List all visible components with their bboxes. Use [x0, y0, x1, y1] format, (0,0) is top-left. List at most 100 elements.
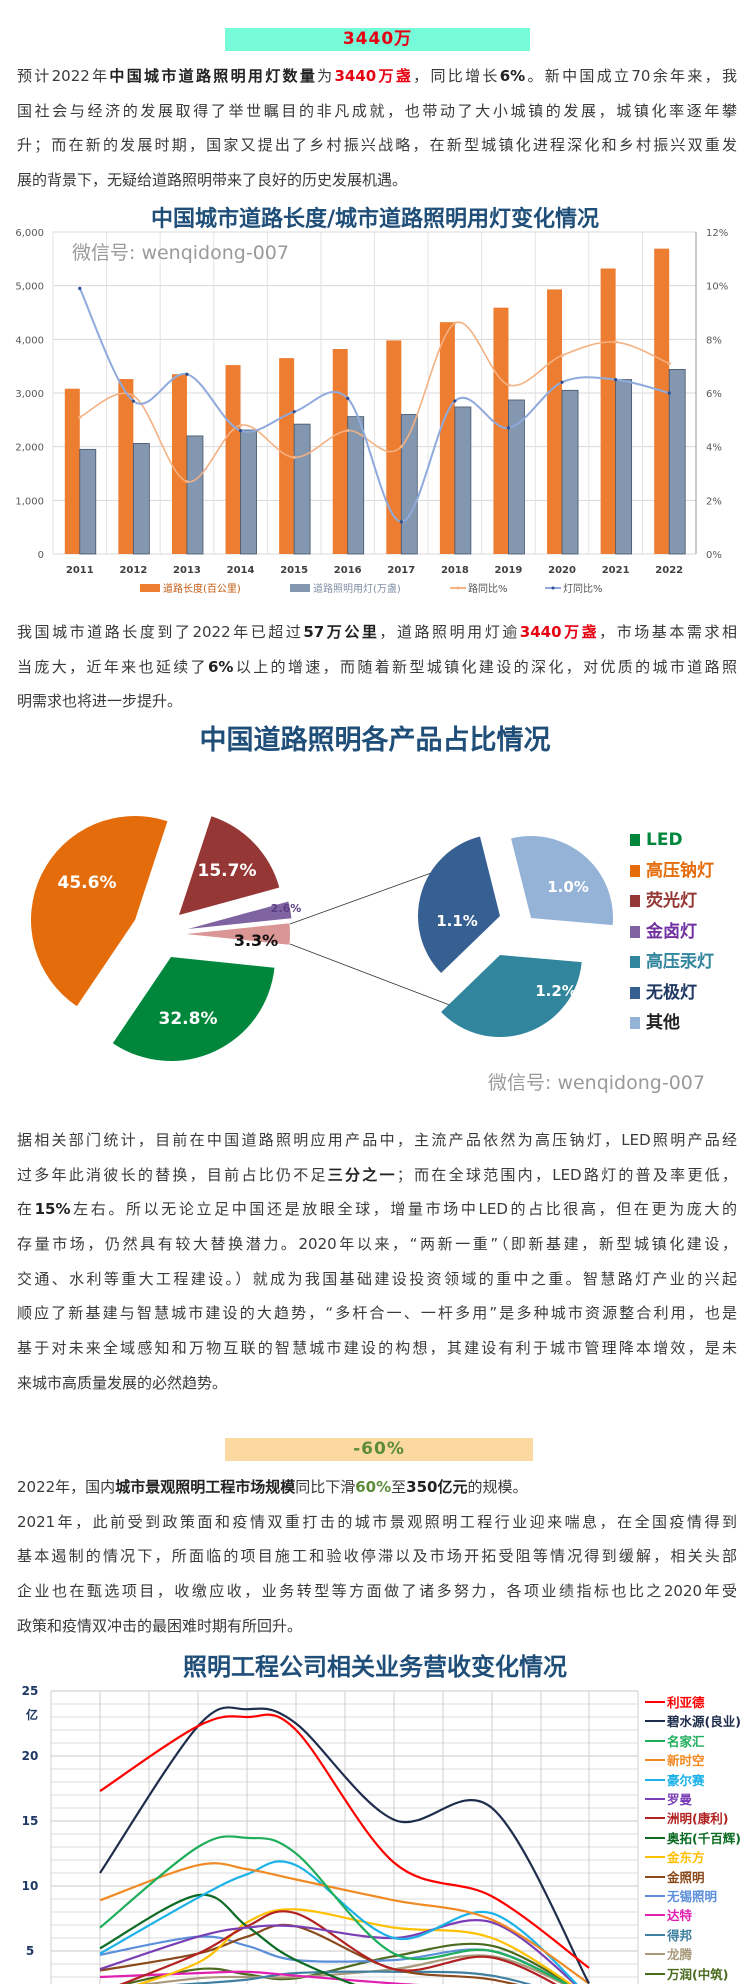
data-point: [453, 399, 457, 403]
data-point: [399, 520, 403, 524]
bar-lamp-count: [240, 429, 257, 555]
bar-lamp-count: [79, 448, 97, 555]
legend-label: 金卤灯: [646, 921, 697, 942]
body-text: 的规模。: [467, 1478, 528, 1496]
data-point: [292, 410, 296, 414]
body-text: 至: [391, 1478, 407, 1496]
body-text: 过多年此消彼长的替换，目前占比仍不足: [17, 1165, 328, 1184]
body-text: 为: [317, 67, 335, 85]
bar-road-length: [493, 307, 509, 554]
text-line: 我国城市道路长度到了2022年已超过57万公里，道路照明用灯逾3440万盏，市场…: [17, 615, 737, 650]
watermark: 微信号: wenqidong-007: [72, 242, 289, 264]
text-line: 明需求也将进一步提升。: [17, 684, 737, 719]
series-line: [99, 1835, 569, 1984]
legend-label: 得邦: [667, 1927, 693, 1943]
chart1-title: 中国城市道路长度/城市道路照明用灯变化情况: [150, 207, 600, 232]
legend-item: 龙腾: [645, 1945, 692, 1964]
data-point: [453, 321, 457, 325]
text-line: 过多年此消彼长的替换，目前占比仍不足三分之一；而在全球范围内，LED路灯的普及率…: [17, 1158, 737, 1193]
product-share-pie-chart: 32.8% 45.6% 15.7% 2.6% 3.3% 1.2% 1.1% 1.0%: [31, 816, 613, 1061]
legend-line: [645, 1972, 665, 1975]
series-line: [99, 1893, 356, 1984]
x-tick-label: 2014: [227, 565, 255, 576]
legend-label: 新时空: [667, 1753, 705, 1769]
legend-item: 得邦: [645, 1926, 692, 1945]
x-tick-label: 2013: [173, 565, 201, 576]
bar-lamp-count: [508, 399, 525, 555]
legend-label: 万润(中筑): [667, 1966, 729, 1982]
body-text: 展的背景下，无疑给道路照明带来了良好的历史发展机遇。: [17, 171, 408, 190]
body-text: 同比下滑: [295, 1478, 356, 1496]
slice-label: 45.6%: [58, 873, 117, 893]
sub-pie-slice: [511, 836, 613, 926]
legend-label: 道路照明用灯(万盏): [313, 582, 401, 595]
legend-item: 金卤灯: [630, 920, 697, 944]
legend-line: [645, 1720, 665, 1723]
series-line: [99, 1970, 420, 1984]
bar-lamp-count: [615, 379, 633, 555]
y-right-tick-label: 6%: [706, 389, 722, 400]
road-yoy-line: [79, 321, 670, 483]
series-line: [119, 1910, 558, 1984]
legend-swatch: [630, 986, 640, 999]
legend-swatch: [630, 895, 640, 907]
slice-label: 32.8%: [159, 1009, 218, 1029]
legend-label: 荧光灯: [646, 891, 697, 911]
legend-line: [645, 1895, 665, 1897]
legend-line: [645, 1933, 665, 1936]
sub-pie-slice: [441, 955, 582, 1037]
legend-item: 高压汞灯: [630, 950, 714, 974]
legend-label: LED: [646, 830, 683, 850]
text-line: 存量市场，仍然具有较大替换潜力。2020年以来，“两新一重”（即新基建，新型城镇…: [17, 1227, 737, 1262]
bar-lamp-count: [668, 368, 686, 555]
series-line: [99, 1862, 590, 1984]
text-line: 企业也在甄选项目，收缴应收，业务转型等方面做了诸多努力，各项业绩指标也比之202…: [17, 1574, 737, 1609]
legend-item: 奥拓(千百辉): [645, 1829, 741, 1848]
slice-label: 2.6%: [271, 902, 302, 915]
pie-chart-title: 中国道路照明各产品占比情况: [199, 725, 551, 756]
series-line: [99, 1919, 577, 1984]
legend-label: 达特: [667, 1908, 693, 1924]
sub-slice-label: 1.2%: [535, 982, 577, 1000]
text-line: 展的背景下，无疑给道路照明带来了良好的历史发展机遇。: [17, 163, 737, 198]
legend-label: 无锡照明: [667, 1889, 718, 1904]
data-point: [292, 455, 296, 459]
text-line: 升；而在新的发展时期，国家又提出了乡村振兴战略，在新型城镇化进程深化和乡村振兴双…: [17, 128, 737, 163]
data-point: [560, 380, 564, 384]
data-point: [185, 372, 189, 376]
x-tick-label: 2022: [655, 565, 683, 576]
text-line: 2022年，国内城市景观照明工程市场规模同比下滑60%至350亿元的规模。: [17, 1470, 737, 1505]
y-right-tick-label: 0%: [706, 550, 722, 561]
bar-road-length: [439, 322, 455, 554]
bar-road-length: [118, 379, 134, 554]
body-text: 。新中国成立70余年来，我: [525, 67, 737, 85]
legend-label: 龙腾: [667, 1947, 693, 1963]
legend-label: 碧水源(良业): [667, 1714, 741, 1730]
text-line: 预计2022年中国城市道路照明用灯数量为3440万盏，同比增长6%。新中国成立7…: [17, 59, 737, 94]
legend-label: 罗曼: [667, 1792, 693, 1807]
bar-road-length: [547, 289, 563, 554]
body-text: 据相关部门统计，目前在中国道路照明应用产品中，主流产品依然为高压钠灯，LED照明…: [17, 1131, 737, 1149]
legend-item: 金照明: [645, 1868, 705, 1887]
legend-swatch: [630, 864, 640, 877]
data-point: [399, 445, 403, 449]
data-point: [346, 428, 350, 433]
bar-lamp-count: [454, 406, 472, 555]
text-line: 当庞大，近年来也延续了6%以上的增速，而随着新型城镇化建设的深化，对优质的城市道…: [17, 650, 737, 685]
legend-item: 罗曼: [645, 1790, 692, 1809]
legend-label: 其他: [646, 1013, 680, 1033]
emphasis-text: 6%: [208, 657, 234, 676]
y-left-tick-label: 1,000: [15, 496, 44, 507]
legend-label: 利亚德: [667, 1695, 705, 1710]
emphasis-text: 城市景观照明工程市场规模: [115, 1478, 296, 1496]
legend-item: 无极灯: [630, 981, 697, 1005]
bar-road-length: [600, 268, 616, 554]
body-text: 明需求也将进一步提升。: [17, 692, 183, 711]
y-right-tick-label: 8%: [706, 335, 722, 346]
emphasis-text: 15%: [34, 1200, 71, 1219]
legend-swatch: [630, 925, 640, 938]
legend-label: 路同比%: [468, 582, 508, 595]
bar-lamp-count: [132, 443, 150, 555]
legend-line: [645, 1759, 665, 1762]
body-text: 2021年，此前受到政策面和疫情双重打击的城市景观照明工程行业迎来喘息，在全国疫…: [17, 1512, 737, 1531]
